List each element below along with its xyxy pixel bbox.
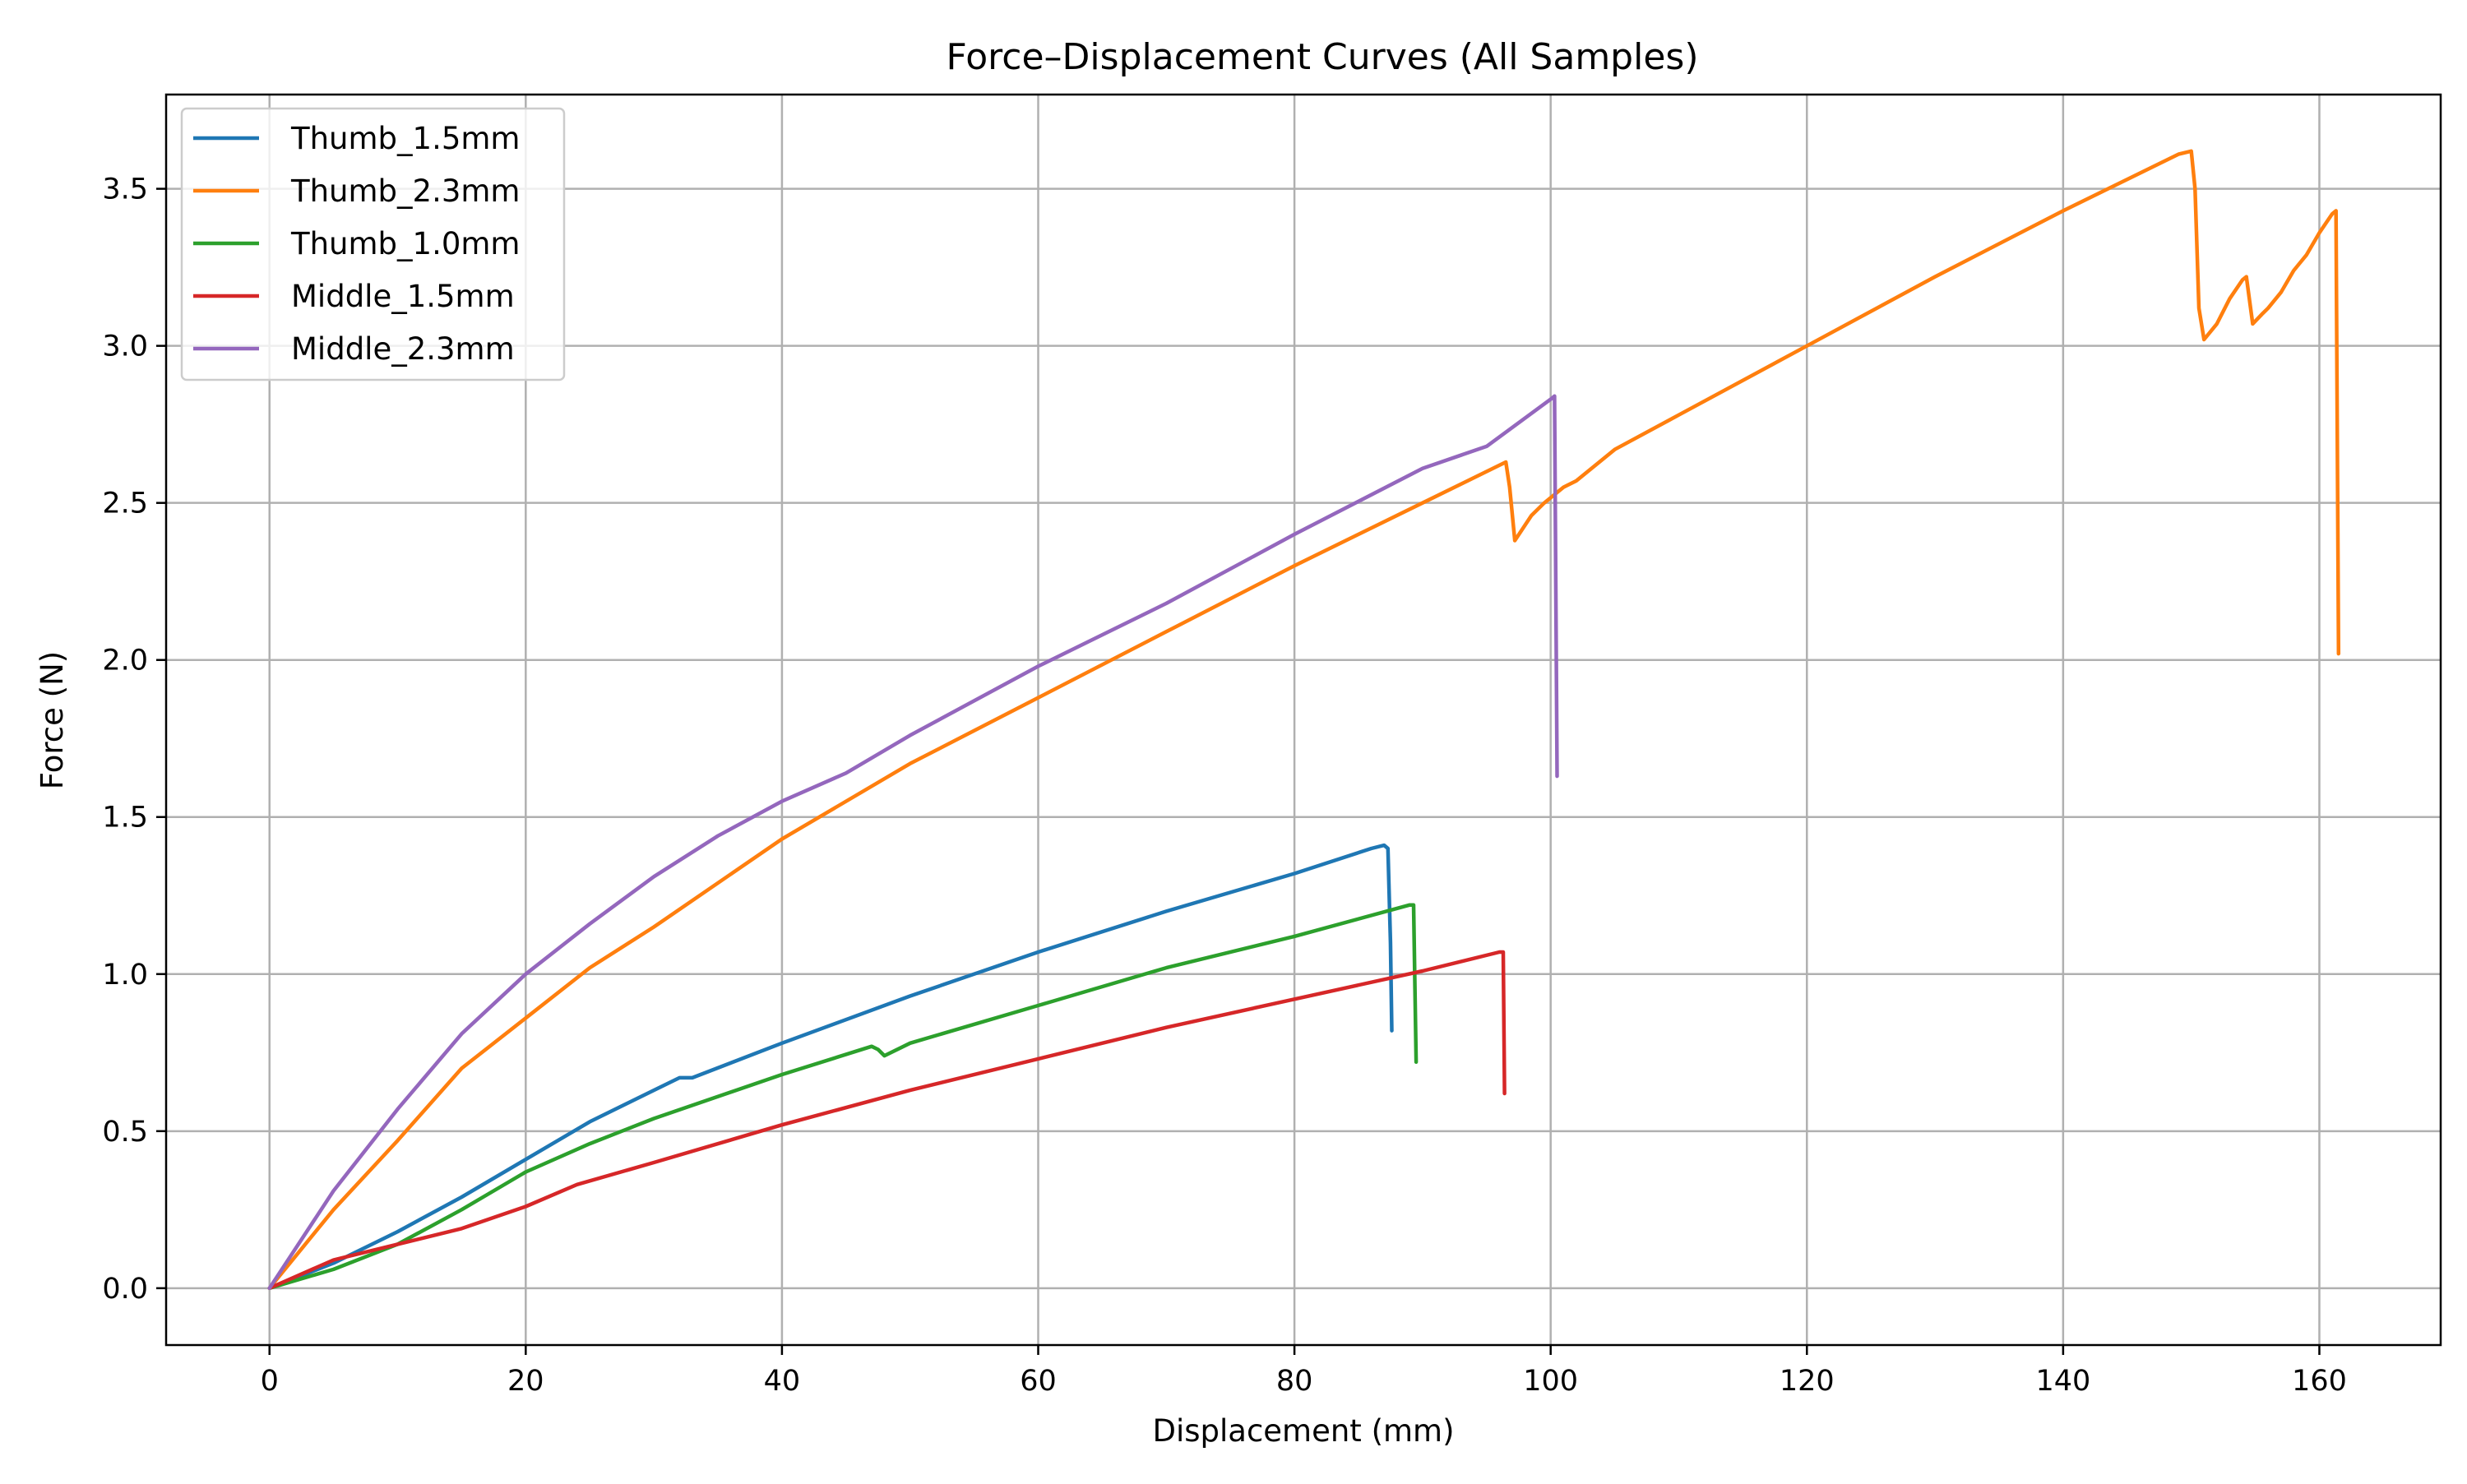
legend-label: Thumb_1.0mm	[290, 226, 520, 261]
plot-frame	[164, 93, 2442, 1347]
y-tick-label: 0.5	[102, 1116, 148, 1149]
x-tick-label: 80	[1276, 1365, 1313, 1398]
series-line-thumb-2-3mm	[267, 149, 2341, 1291]
x-tick-label: 120	[1780, 1365, 1835, 1398]
legend-frame	[180, 107, 566, 381]
legend-label: Middle_1.5mm	[291, 279, 515, 314]
y-axis-label: Force (N)	[35, 651, 70, 789]
y-tick-label: 2.5	[102, 488, 148, 520]
y-tick-label: 3.5	[102, 173, 148, 206]
legend-label: Thumb_1.5mm	[290, 121, 520, 156]
legend: Thumb_1.5mm Thumb_2.3mm Thumb_1.0mm Middle_…	[180, 107, 566, 381]
x-axis: 0 20 40 60 80 100 120 140 160	[261, 1345, 2347, 1398]
legend-label: Thumb_2.3mm	[290, 173, 520, 209]
x-axis-label: Displacement (mm)	[1152, 1413, 1454, 1449]
legend-label: Middle_2.3mm	[291, 331, 515, 367]
x-tick-label: 140	[2035, 1365, 2090, 1398]
x-tick-label: 20	[507, 1365, 544, 1398]
series-layer	[267, 149, 2341, 1291]
y-tick-label: 1.5	[102, 802, 148, 834]
y-tick-label: 1.0	[102, 959, 148, 992]
x-tick-label: 100	[1523, 1365, 1578, 1398]
x-tick-label: 60	[1020, 1365, 1057, 1398]
y-tick-label: 2.0	[102, 645, 148, 677]
x-tick-label: 0	[261, 1365, 279, 1398]
series-line-thumb-1-5mm	[267, 843, 1394, 1291]
series-line-middle-1-5mm	[267, 950, 1507, 1291]
chart-title: Force–Displacement Curves (All Samples)	[947, 36, 1699, 78]
series-line-thumb-1-0mm	[267, 903, 1419, 1291]
x-tick-label: 160	[2292, 1365, 2347, 1398]
y-tick-label: 3.0	[102, 331, 148, 363]
grid-lines	[166, 95, 2441, 1345]
y-axis: 0.0 0.5 1.0 1.5 2.0 2.5 3.0 3.5	[102, 173, 166, 1306]
x-tick-label: 40	[764, 1365, 801, 1398]
series-line-middle-2-3mm	[267, 394, 1559, 1291]
y-tick-label: 0.0	[102, 1273, 148, 1306]
